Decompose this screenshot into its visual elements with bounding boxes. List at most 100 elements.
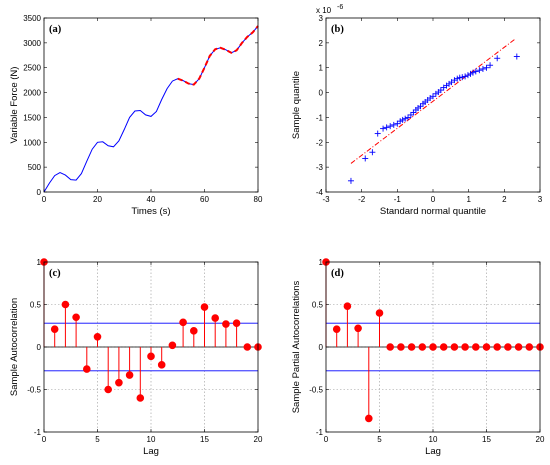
y-axis-label: Variable Force (N) xyxy=(9,67,20,144)
data-point xyxy=(402,115,409,122)
data-point xyxy=(487,62,494,69)
data-point xyxy=(469,69,476,76)
y-tick-label: -1 xyxy=(34,428,42,437)
stem-marker xyxy=(232,319,241,328)
stem-marker xyxy=(525,343,534,351)
stem-marker xyxy=(482,343,491,351)
y-tick-label: -1 xyxy=(316,113,324,122)
stem-marker xyxy=(343,302,352,311)
data-point xyxy=(374,130,381,137)
axes-box xyxy=(43,17,259,193)
data-point xyxy=(459,74,466,81)
y-tick-label: 0 xyxy=(37,343,42,352)
panel-label: (c) xyxy=(49,268,61,279)
x-tick-label: 20 xyxy=(254,435,263,444)
data-point xyxy=(383,124,390,131)
axes-box xyxy=(325,17,541,193)
x-tick-label: 40 xyxy=(147,195,156,204)
stem-marker xyxy=(493,343,502,351)
x-tick-label: 0 xyxy=(324,435,329,444)
data-point xyxy=(437,87,444,94)
stem-marker xyxy=(179,318,187,327)
data-point xyxy=(407,111,414,118)
data-point xyxy=(462,73,469,80)
y-tick-label: 500 xyxy=(28,163,42,172)
x-axis-label: Times (s) xyxy=(131,206,170,217)
data-point xyxy=(464,72,471,79)
y-tick-label: 3500 xyxy=(23,14,41,23)
stem-marker xyxy=(168,341,177,350)
data-point xyxy=(430,93,436,100)
data-point xyxy=(390,121,397,128)
y-tick-label: 1500 xyxy=(23,113,41,122)
y-tick-label: -1 xyxy=(316,428,324,437)
data-point xyxy=(454,75,461,82)
x-tick-label: 0 xyxy=(42,195,47,204)
y-tick-label: 1 xyxy=(319,258,324,267)
stem-marker xyxy=(115,378,123,387)
stem-marker xyxy=(365,414,373,423)
data-point xyxy=(494,55,501,62)
x-axis-label: Lag xyxy=(143,446,159,457)
stem-marker xyxy=(211,314,219,322)
x-axis-label: Standard normal quantile xyxy=(380,206,486,217)
stem-marker xyxy=(461,343,469,351)
x-tick-label: 15 xyxy=(482,435,491,444)
y-axis-label: Sample quantile xyxy=(291,71,302,139)
y-tick-label: 3 xyxy=(319,14,324,23)
stem-marker xyxy=(354,324,362,333)
data-point xyxy=(405,114,412,121)
axes-box xyxy=(43,261,259,433)
stem-marker xyxy=(407,343,416,351)
data-point xyxy=(513,53,520,60)
data-point xyxy=(399,116,406,123)
y-axis-label: Sample Autocorrelation xyxy=(9,298,20,396)
y-tick-label: -4 xyxy=(316,188,324,197)
data-point xyxy=(369,149,376,156)
x-tick-label: 10 xyxy=(429,435,438,444)
panel-label: (b) xyxy=(331,24,344,35)
stem-marker xyxy=(125,371,134,379)
stem-marker xyxy=(83,365,91,373)
y-tick-label: -3 xyxy=(316,163,324,172)
stem-marker xyxy=(386,343,395,351)
x-tick-label: 15 xyxy=(200,435,209,444)
stem-marker xyxy=(429,343,437,351)
stem-marker xyxy=(472,343,480,351)
y-tick-label: 0 xyxy=(319,343,324,352)
data-point xyxy=(483,64,490,71)
stem-marker xyxy=(147,352,155,361)
panel-a: 0 20 40 60 80 0 500 1000 1500 2000 2500 3000 3500 (a)… xyxy=(9,14,263,217)
y-tick-label: 3000 xyxy=(23,39,41,48)
data-point xyxy=(347,177,354,184)
x-tick-label: 5 xyxy=(377,435,382,444)
x-tick-label: 0 xyxy=(42,435,47,444)
x-axis-label: Lag xyxy=(425,446,441,457)
x-tick-label: -1 xyxy=(394,195,402,204)
data-point xyxy=(417,103,424,110)
data-point xyxy=(410,109,417,116)
stem-marker xyxy=(332,325,341,333)
x-tick-label: 5 xyxy=(95,435,100,444)
panel-label: (d) xyxy=(331,268,344,279)
x-tick-label: 10 xyxy=(147,435,156,444)
stem-marker xyxy=(104,385,112,394)
y-tick-label: -0.5 xyxy=(27,386,41,395)
y-tick-label: 2500 xyxy=(23,64,41,73)
exponent-power: -6 xyxy=(337,4,343,11)
data-point xyxy=(387,123,394,130)
y-tick-label: -2 xyxy=(316,138,324,147)
y-tick-label: 0 xyxy=(319,89,324,98)
data-point xyxy=(394,120,401,127)
data-point xyxy=(362,155,369,162)
axes-box xyxy=(325,261,541,433)
data-point xyxy=(476,67,483,74)
stem-marker xyxy=(243,343,252,351)
y-tick-label: 0.5 xyxy=(312,301,324,310)
y-tick-label: 0.5 xyxy=(30,301,42,310)
x-tick-label: 2 xyxy=(502,195,507,204)
stem-marker xyxy=(61,300,70,309)
x-tick-label: 80 xyxy=(254,195,263,204)
stem-marker xyxy=(157,361,166,369)
y-tick-label: -0.5 xyxy=(309,386,323,395)
